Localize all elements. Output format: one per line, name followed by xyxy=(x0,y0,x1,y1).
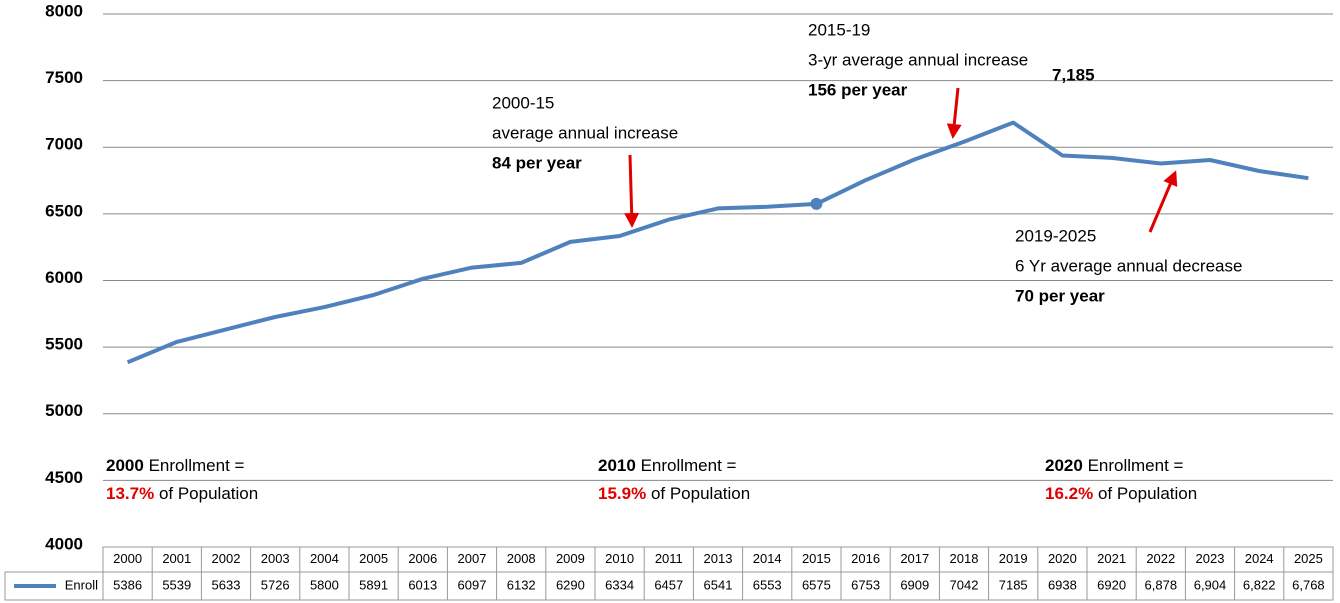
table-value: 5386 xyxy=(113,577,142,592)
annotation-highlight: 156 per year xyxy=(808,80,908,99)
annotation-text: 2000-15 xyxy=(492,93,554,112)
legend-label: Enroll xyxy=(65,577,98,592)
note-text: Enrollment = xyxy=(149,456,245,475)
x-tick-label: 2008 xyxy=(507,551,536,566)
note-text: Enrollment = xyxy=(641,456,737,475)
y-tick-label: 8000 xyxy=(45,1,83,20)
table-value: 5891 xyxy=(359,577,388,592)
y-tick-label: 6500 xyxy=(45,201,83,220)
table-value: 6097 xyxy=(458,577,487,592)
x-tick-label: 2022 xyxy=(1146,551,1175,566)
table-value: 6,768 xyxy=(1292,577,1325,592)
table-value: 6290 xyxy=(556,577,585,592)
x-tick-label: 2016 xyxy=(851,551,880,566)
population-note: 2000 Enrollment = xyxy=(106,456,245,475)
x-tick-label: 2021 xyxy=(1097,551,1126,566)
x-tick-label: 2014 xyxy=(753,551,782,566)
table-value: 5726 xyxy=(261,577,290,592)
population-note: 16.2% of Population xyxy=(1045,484,1197,503)
y-tick-label: 6000 xyxy=(45,268,83,287)
x-tick-label: 2004 xyxy=(310,551,339,566)
table-value: 7185 xyxy=(999,577,1028,592)
x-tick-label: 2023 xyxy=(1196,551,1225,566)
note-year: 2020 xyxy=(1045,456,1083,475)
population-note: 2020 Enrollment = xyxy=(1045,456,1184,475)
note-suffix: of Population xyxy=(159,484,258,503)
table-value: 5633 xyxy=(212,577,241,592)
table-value: 5800 xyxy=(310,577,339,592)
table-value: 7042 xyxy=(950,577,979,592)
annotation-arrow xyxy=(946,87,962,139)
annotation-arrow xyxy=(624,154,640,228)
table-value: 6920 xyxy=(1097,577,1126,592)
y-tick-label: 4500 xyxy=(45,468,83,487)
x-tick-label: 2009 xyxy=(556,551,585,566)
x-tick-label: 2025 xyxy=(1294,551,1323,566)
table-value: 6,904 xyxy=(1194,577,1227,592)
annotation-text: 6 Yr average annual decrease xyxy=(1015,256,1242,275)
x-tick-label: 2005 xyxy=(359,551,388,566)
y-tick-label: 7000 xyxy=(45,135,83,154)
x-tick-label: 2018 xyxy=(950,551,979,566)
x-tick-label: 2011 xyxy=(655,551,683,566)
x-tick-label: 2002 xyxy=(212,551,241,566)
annotation-text: 3-yr average annual increase xyxy=(808,50,1028,69)
table-value: 6013 xyxy=(408,577,437,592)
annotation-highlight: 70 per year xyxy=(1015,286,1105,305)
x-tick-label: 2000 xyxy=(113,551,142,566)
table-value: 6132 xyxy=(507,577,536,592)
table-value: 6753 xyxy=(851,577,880,592)
x-tick-label: 2024 xyxy=(1245,551,1274,566)
x-tick-label: 2015 xyxy=(802,551,831,566)
y-tick-label: 7500 xyxy=(45,68,83,87)
series-line xyxy=(126,120,1309,365)
x-tick-label: 2010 xyxy=(605,551,634,566)
note-text: Enrollment = xyxy=(1088,456,1184,475)
x-tick-label: 2019 xyxy=(999,551,1028,566)
y-tick-label: 4000 xyxy=(45,534,83,553)
x-tick-label: 2001 xyxy=(162,551,191,566)
note-suffix: of Population xyxy=(651,484,750,503)
annotation-text: average annual increase xyxy=(492,123,678,142)
peak-label: 7,185 xyxy=(1052,65,1095,84)
x-tick-label: 2020 xyxy=(1048,551,1077,566)
note-suffix: of Population xyxy=(1098,484,1197,503)
table-value: 6,878 xyxy=(1145,577,1178,592)
annotation-arrow xyxy=(1148,170,1178,233)
x-tick-label: 2006 xyxy=(408,551,437,566)
population-note: 2010 Enrollment = xyxy=(598,456,737,475)
table-value: 6553 xyxy=(753,577,782,592)
note-year: 2010 xyxy=(598,456,636,475)
note-percent: 16.2% xyxy=(1045,484,1093,503)
annotation-text: 2019-2025 xyxy=(1015,226,1096,245)
x-tick-label: 2017 xyxy=(900,551,929,566)
population-note: 15.9% of Population xyxy=(598,484,750,503)
population-note: 13.7% of Population xyxy=(106,484,258,503)
point-marker xyxy=(810,197,823,210)
table-value: 6,822 xyxy=(1243,577,1276,592)
annotation-text: 2015-19 xyxy=(808,20,870,39)
table-data-row xyxy=(4,571,1334,601)
note-year: 2000 xyxy=(106,456,144,475)
table-value: 6938 xyxy=(1048,577,1077,592)
y-tick-label: 5500 xyxy=(45,335,83,354)
x-tick-label: 2007 xyxy=(458,551,487,566)
x-tick-label: 2013 xyxy=(704,551,733,566)
table-value: 6909 xyxy=(900,577,929,592)
table-value: 6575 xyxy=(802,577,831,592)
y-tick-label: 5000 xyxy=(45,401,83,420)
annotation-highlight: 84 per year xyxy=(492,153,582,172)
note-percent: 15.9% xyxy=(598,484,646,503)
table-value: 6541 xyxy=(704,577,733,592)
note-percent: 13.7% xyxy=(106,484,154,503)
table-value: 6334 xyxy=(605,577,634,592)
table-value: 6457 xyxy=(654,577,683,592)
table-value: 5539 xyxy=(162,577,191,592)
x-tick-label: 2003 xyxy=(261,551,290,566)
